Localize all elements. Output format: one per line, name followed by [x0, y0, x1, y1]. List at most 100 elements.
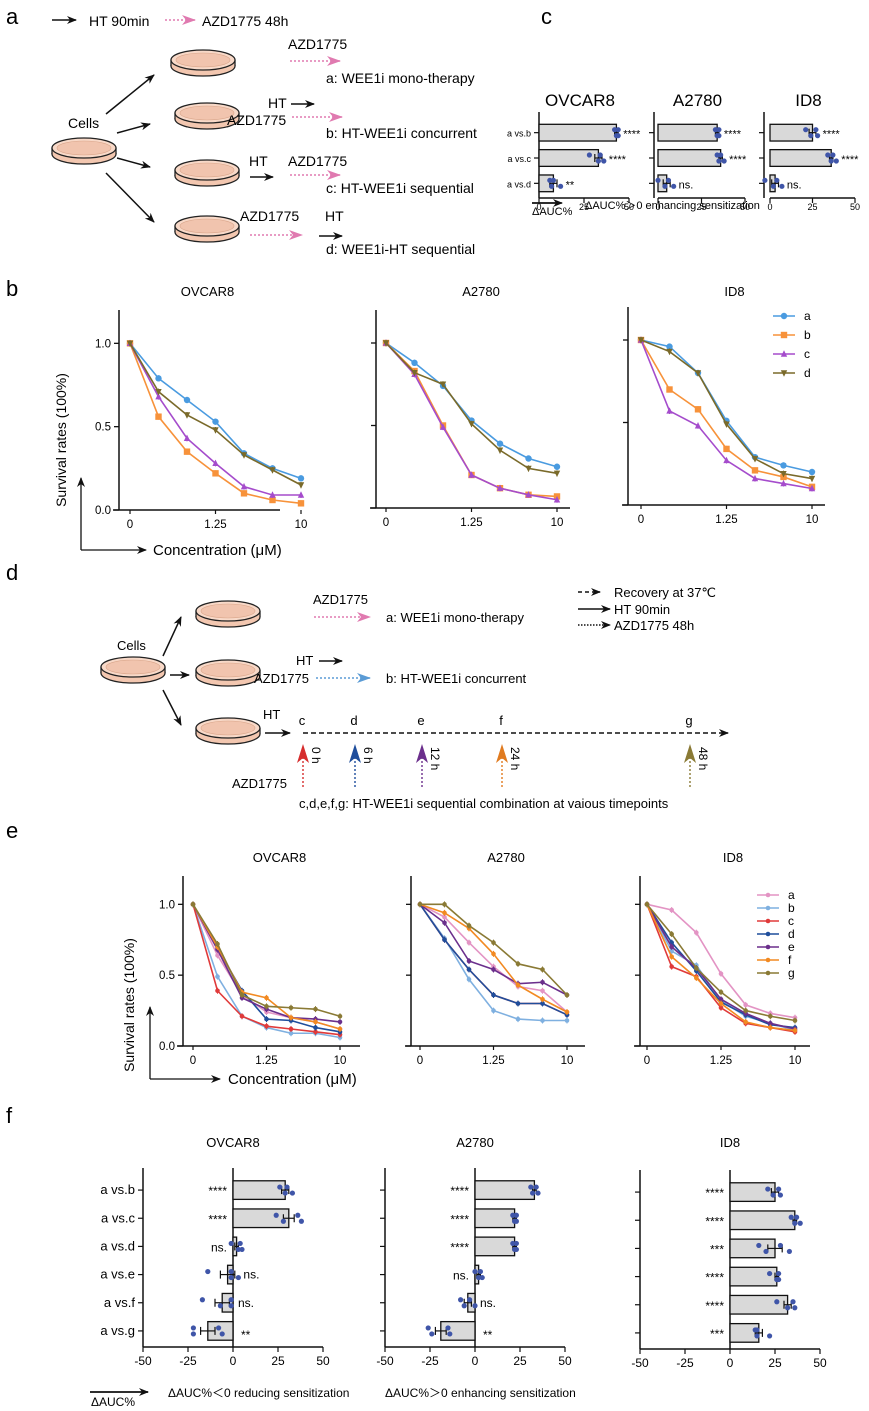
legend-label-d: d	[788, 927, 795, 941]
timeline-ht: HT	[263, 707, 280, 722]
significance-label: ns.	[787, 179, 802, 191]
legend-solid-label: HT 90min	[614, 602, 670, 617]
bar	[474, 1208, 516, 1229]
bar	[657, 148, 722, 168]
group-c-label: c: HT-WEE1i sequential	[326, 180, 474, 196]
dish-icon	[195, 600, 261, 628]
arrowhead-icon	[496, 744, 508, 763]
data-point	[496, 484, 504, 491]
bar	[769, 123, 814, 142]
data-point	[780, 331, 788, 339]
chart-title: ID8	[720, 1135, 740, 1150]
bar	[729, 1266, 778, 1287]
replicate-point	[237, 1240, 243, 1247]
replicate-point	[447, 1331, 453, 1337]
data-point	[768, 1025, 773, 1030]
group-b-drug: AZD1775	[254, 671, 309, 686]
category-label: a vs.c	[507, 154, 531, 164]
arrowhead-icon	[416, 744, 428, 763]
data-point	[466, 923, 472, 928]
data-point	[765, 918, 771, 924]
data-point	[669, 948, 674, 954]
replicate-point	[550, 177, 557, 183]
legend-label-e: e	[788, 940, 795, 954]
replicate-point	[774, 177, 780, 183]
data-point	[269, 491, 276, 498]
replicate-point	[235, 1274, 241, 1281]
chart-title: ID8	[724, 284, 744, 299]
data-point	[768, 1021, 773, 1026]
replicate-point	[190, 1325, 196, 1331]
category-label: a vs.d	[100, 1238, 135, 1253]
data-point	[525, 465, 532, 473]
replicate-point	[776, 1270, 782, 1277]
replicate-point	[833, 158, 839, 164]
replicate-point	[549, 183, 555, 189]
x-tick-label: -25	[421, 1354, 439, 1368]
timepoint-letter-d: d	[350, 713, 357, 728]
group-b-ht: HT	[296, 653, 313, 668]
data-point	[126, 340, 134, 348]
x-tick-label: 25	[768, 1356, 782, 1370]
significance-label: ns.	[211, 1240, 227, 1254]
replicate-point	[477, 1268, 483, 1275]
f-caption-left: ΔAUC%＜0 reducing sensitization	[168, 1386, 349, 1400]
bar-chart-a2780: A2780 0 25 50 **** **** ns.	[649, 91, 750, 212]
data-point	[564, 1018, 570, 1023]
x-tick-label: 50	[624, 202, 634, 212]
x-tick-label: 0	[644, 1055, 650, 1067]
data-point	[540, 988, 545, 994]
data-point	[694, 965, 699, 971]
replicate-point	[770, 183, 777, 189]
x-axis-label: Concentration (μM)	[228, 1071, 357, 1088]
legend-label-b: b	[804, 328, 811, 342]
data-point	[780, 462, 787, 469]
data-point	[553, 463, 561, 470]
replicate-point	[830, 152, 836, 158]
replicate-point	[776, 1276, 782, 1283]
replicate-point	[763, 1248, 769, 1255]
replicate-point	[779, 183, 785, 189]
x-tick-label: 1.25	[710, 1055, 732, 1067]
data-point	[264, 1016, 269, 1022]
data-point	[468, 421, 475, 428]
legend-label-f: f	[788, 953, 792, 967]
data-point	[768, 1013, 773, 1019]
data-point	[666, 386, 673, 393]
bar-chart-ovcar8: OVCAR8 -50 -25 0 25 50 a vs.b **** a vs.c **** a v…	[100, 1135, 330, 1368]
legend-dotted-label: AZD1775 48h	[614, 618, 694, 633]
significance-label: ****	[724, 129, 742, 141]
data-point	[718, 1005, 724, 1011]
bar	[657, 123, 718, 142]
data-point	[564, 1009, 570, 1015]
data-point	[466, 967, 472, 972]
series-line-f	[646, 903, 796, 1032]
data-point	[183, 434, 191, 442]
data-point	[411, 370, 418, 377]
panel-label-b: b	[6, 276, 18, 301]
data-point	[183, 448, 191, 455]
replicate-point	[803, 127, 809, 133]
data-point	[313, 1025, 318, 1030]
x-tick-label: -50	[631, 1356, 649, 1370]
data-point	[694, 422, 702, 429]
data-point	[155, 413, 162, 420]
data-point	[215, 941, 220, 947]
timepoint-label-e: 12 h	[428, 747, 442, 770]
replicate-point	[429, 1331, 435, 1337]
replicate-point	[797, 1220, 803, 1226]
data-point	[780, 370, 788, 377]
data-point	[525, 491, 532, 498]
replicate-point	[792, 1305, 798, 1311]
data-point	[765, 905, 771, 911]
data-point	[808, 484, 816, 492]
significance-label: ****	[705, 1271, 724, 1285]
replicate-point	[228, 1268, 234, 1275]
replicate-point	[754, 1333, 760, 1339]
legend-solid-label: HT 90min	[89, 13, 149, 29]
data-point	[751, 467, 759, 474]
bar	[729, 1294, 789, 1315]
x-tick-label: 10	[295, 519, 308, 531]
replicate-point	[228, 1240, 234, 1247]
